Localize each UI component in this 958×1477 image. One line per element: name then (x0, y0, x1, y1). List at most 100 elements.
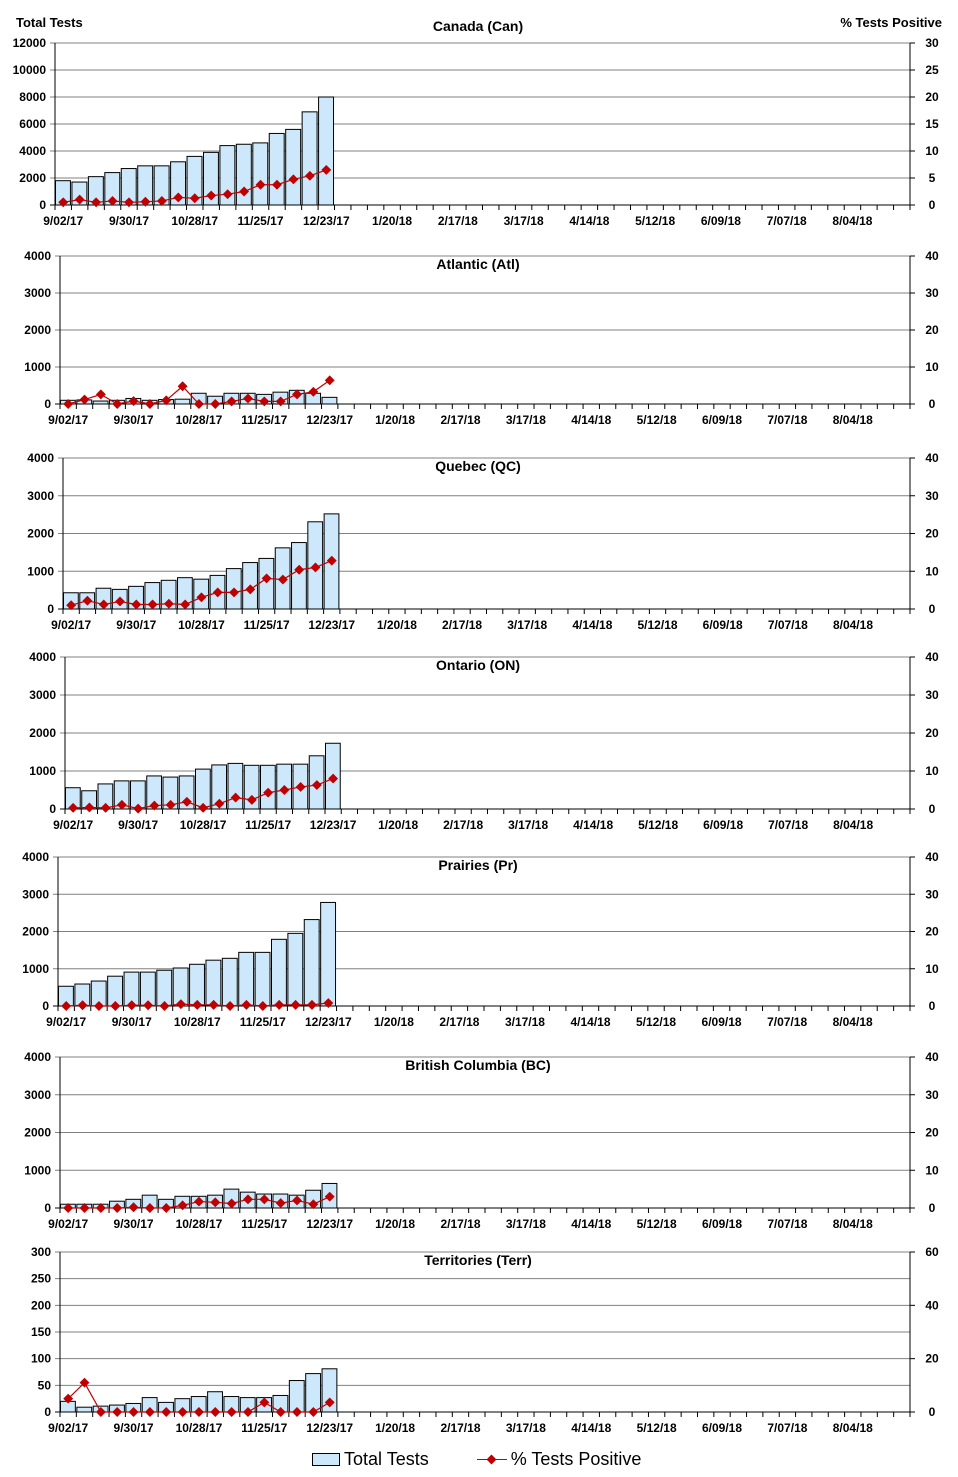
x-tick-label: 1/20/18 (375, 413, 415, 427)
bar (202, 151, 219, 206)
x-tick-label: 6/09/18 (702, 413, 742, 427)
chart-title: Territories (Terr) (424, 1252, 532, 1268)
x-tick-label: 9/02/17 (48, 1217, 88, 1231)
x-tick-label: 9/30/17 (114, 1421, 154, 1435)
pct-positive-point (128, 1202, 139, 1213)
pct-positive-point (58, 197, 69, 208)
pct-positive-point (163, 598, 174, 609)
y-tick-label: 2000 (22, 925, 49, 939)
y-tick-label: 3000 (22, 887, 49, 901)
pct-positive-point (144, 399, 155, 409)
pct-positive-point (196, 592, 207, 603)
pct-positive-point (311, 780, 322, 791)
x-tick-label: 7/07/18 (767, 1015, 807, 1029)
y2-tick-label: 30 (925, 286, 939, 300)
pct-positive-point (326, 555, 337, 566)
x-tick-label: 1/20/18 (378, 818, 418, 832)
pct-positive-point (243, 1194, 253, 1205)
pct-positive-point (279, 785, 290, 795)
legend-line-label: % Tests Positive (510, 1449, 642, 1469)
x-tick-label: 10/28/17 (178, 618, 225, 632)
pct-positive-point (295, 782, 306, 792)
pct-positive-point (147, 599, 158, 610)
x-tick-label: 7/07/18 (767, 214, 807, 228)
pct-positive-point (259, 1194, 270, 1205)
bar (254, 951, 271, 1007)
bar (268, 132, 285, 206)
x-tick-label: 6/09/18 (702, 1421, 742, 1435)
pct-positive-point (115, 596, 125, 607)
x-tick-label: 7/07/18 (768, 818, 808, 832)
x-tick-label: 3/17/18 (507, 618, 547, 632)
pct-positive-point (210, 399, 221, 409)
bar (321, 396, 338, 405)
x-tick-label: 4/14/18 (571, 1421, 611, 1435)
pct-positive-point (156, 196, 167, 206)
y2-tick-label: 40 (925, 451, 939, 465)
y2-tick-label: 0 (929, 198, 936, 212)
right-axis-title: % Tests Positive (840, 15, 942, 30)
x-tick-label: 9/02/17 (43, 214, 83, 228)
pct-positive-point (192, 999, 203, 1010)
pct-positive-point (126, 1000, 137, 1011)
x-tick-label: 2/17/18 (442, 618, 482, 632)
pct-positive-point (180, 599, 191, 610)
y-tick-label: 200 (31, 1298, 51, 1312)
x-tick-label: 7/07/18 (767, 413, 807, 427)
bar (189, 963, 205, 1007)
chart-title: Canada (Can) (433, 18, 523, 34)
y-tick-label: 0 (39, 198, 46, 212)
y2-tick-label: 20 (925, 527, 939, 541)
pct-positive-point (79, 1203, 90, 1213)
pct-positive-point (274, 999, 285, 1010)
pct-positive-point (323, 998, 334, 1008)
y2-tick-label: 30 (925, 887, 939, 901)
x-tick-label: 11/25/17 (237, 214, 283, 228)
pct-positive-point (226, 396, 237, 407)
y2-tick-label: 10 (925, 764, 939, 778)
x-tick-label: 3/17/18 (506, 1217, 546, 1231)
x-tick-label: 2/17/18 (439, 1015, 479, 1029)
pct-positive-point (290, 999, 301, 1010)
bar (160, 579, 177, 610)
bar (238, 951, 255, 1007)
pct-positive-point (277, 574, 288, 585)
pct-positive-point (324, 1397, 335, 1408)
pct-positive-point (243, 1407, 253, 1417)
x-tick-label: 1/20/18 (374, 1015, 414, 1029)
x-tick-label: 3/17/18 (508, 818, 548, 832)
pct-positive-point (275, 396, 286, 407)
pct-positive-point (124, 197, 134, 208)
bar (305, 1373, 322, 1413)
x-tick-label: 1/20/18 (372, 214, 412, 228)
pct-positive-point (107, 196, 118, 206)
pct-positive-point (100, 802, 111, 813)
pct-positive-point (131, 599, 142, 610)
pct-positive-point (324, 375, 335, 386)
y-tick-label: 8000 (19, 90, 46, 104)
y-tick-label: 0 (49, 802, 56, 816)
pct-positive-point (161, 1407, 172, 1417)
y2-tick-label: 0 (929, 1201, 936, 1215)
pct-positive-point (308, 1199, 319, 1210)
pct-positive-point (177, 1407, 188, 1417)
bar (76, 1406, 93, 1413)
pct-positive-point (140, 196, 151, 207)
pct-positive-point (165, 799, 176, 810)
y-tick-label: 2000 (29, 726, 56, 740)
x-tick-label: 4/14/18 (573, 818, 613, 832)
y-tick-label: 1000 (22, 962, 49, 976)
pct-positive-point (272, 179, 282, 190)
pct-positive-point (328, 773, 339, 784)
x-tick-label: 10/28/17 (174, 1015, 221, 1029)
x-tick-label: 7/07/18 (767, 1217, 807, 1231)
y2-tick-label: 0 (929, 602, 936, 616)
pct-positive-point (241, 999, 252, 1010)
bar (170, 161, 187, 206)
y-tick-label: 2000 (27, 527, 54, 541)
y-tick-label: 0 (42, 999, 49, 1013)
y2-tick-label: 20 (925, 90, 939, 104)
x-tick-label: 9/02/17 (48, 413, 88, 427)
pct-positive-point (288, 174, 299, 185)
y-tick-label: 4000 (24, 249, 51, 263)
